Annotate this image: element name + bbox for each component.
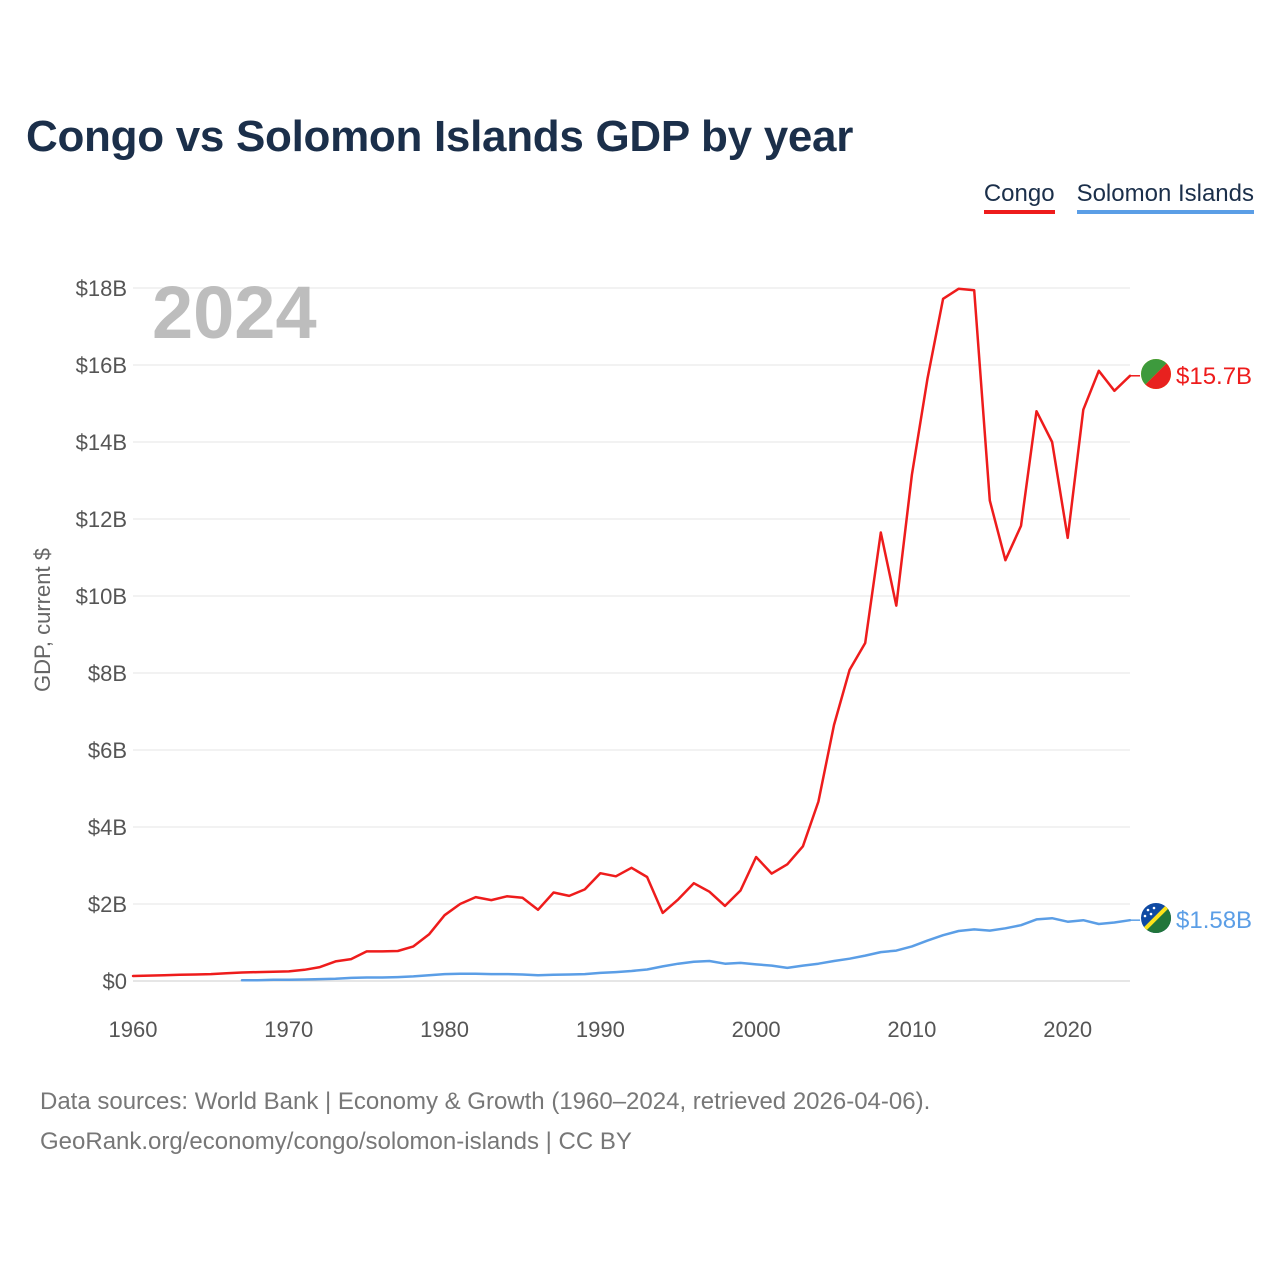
y-tick-label: $6B — [88, 738, 127, 763]
chart-title: Congo vs Solomon Islands GDP by year — [26, 112, 854, 161]
legend: Congo Solomon Islands — [983, 180, 1254, 214]
x-tick-label: 1990 — [576, 1017, 625, 1042]
source-url-text: GeoRank.org/economy/congo/solomon-island… — [40, 1128, 632, 1155]
grid-lines — [133, 287, 1130, 982]
x-tick-label: 1980 — [420, 1017, 469, 1042]
series-lines — [131, 287, 1132, 982]
x-tick-label: 2010 — [887, 1017, 936, 1042]
y-tick-label: $16B — [76, 353, 127, 378]
data-source-text: Data sources: World Bank | Economy & Gro… — [40, 1088, 931, 1115]
y-tick-label: $4B — [88, 815, 127, 840]
line-chart: $0$2B$4B$6B$8B$10B$12B$14B$16B$18B 1960 1… — [30, 271, 1252, 1042]
y-tick-label: $18B — [76, 276, 127, 301]
y-tick-label: $0 — [103, 969, 127, 994]
y-axis-label: GDP, current $ — [30, 548, 55, 692]
x-tick-label: 1970 — [264, 1017, 313, 1042]
series-end-labels: $15.7B $1.58B — [1130, 363, 1252, 934]
y-tick-label: $8B — [88, 661, 127, 686]
end-value-label: $1.58B — [1176, 907, 1252, 934]
y-tick-label: $2B — [88, 892, 127, 917]
legend-item-congo[interactable]: Congo — [983, 180, 1055, 214]
legend-item-solomon-islands[interactable]: Solomon Islands — [1076, 180, 1254, 214]
y-tick-label: $10B — [76, 584, 127, 609]
y-tick-label: $14B — [76, 430, 127, 455]
series-line-congo — [131, 287, 1132, 978]
x-axis-ticks: 1960 1970 1980 1990 2000 2010 2020 — [109, 1017, 1093, 1042]
series-line-solomon-islands — [240, 916, 1132, 982]
solomon-islands-flag-icon — [1141, 903, 1171, 933]
congo-flag-icon — [1141, 359, 1171, 389]
footer: Data sources: World Bank | Economy & Gro… — [40, 1082, 930, 1162]
x-tick-label: 1960 — [109, 1017, 158, 1042]
x-tick-label: 2000 — [732, 1017, 781, 1042]
year-label: 2024 — [152, 271, 317, 354]
y-axis-ticks: $0 $2B $4B $6B $8B $10B $12B $14B $16B $18B — [76, 276, 127, 994]
y-tick-label: $12B — [76, 507, 127, 532]
x-tick-label: 2020 — [1043, 1017, 1092, 1042]
end-value-label: $15.7B — [1176, 363, 1252, 390]
